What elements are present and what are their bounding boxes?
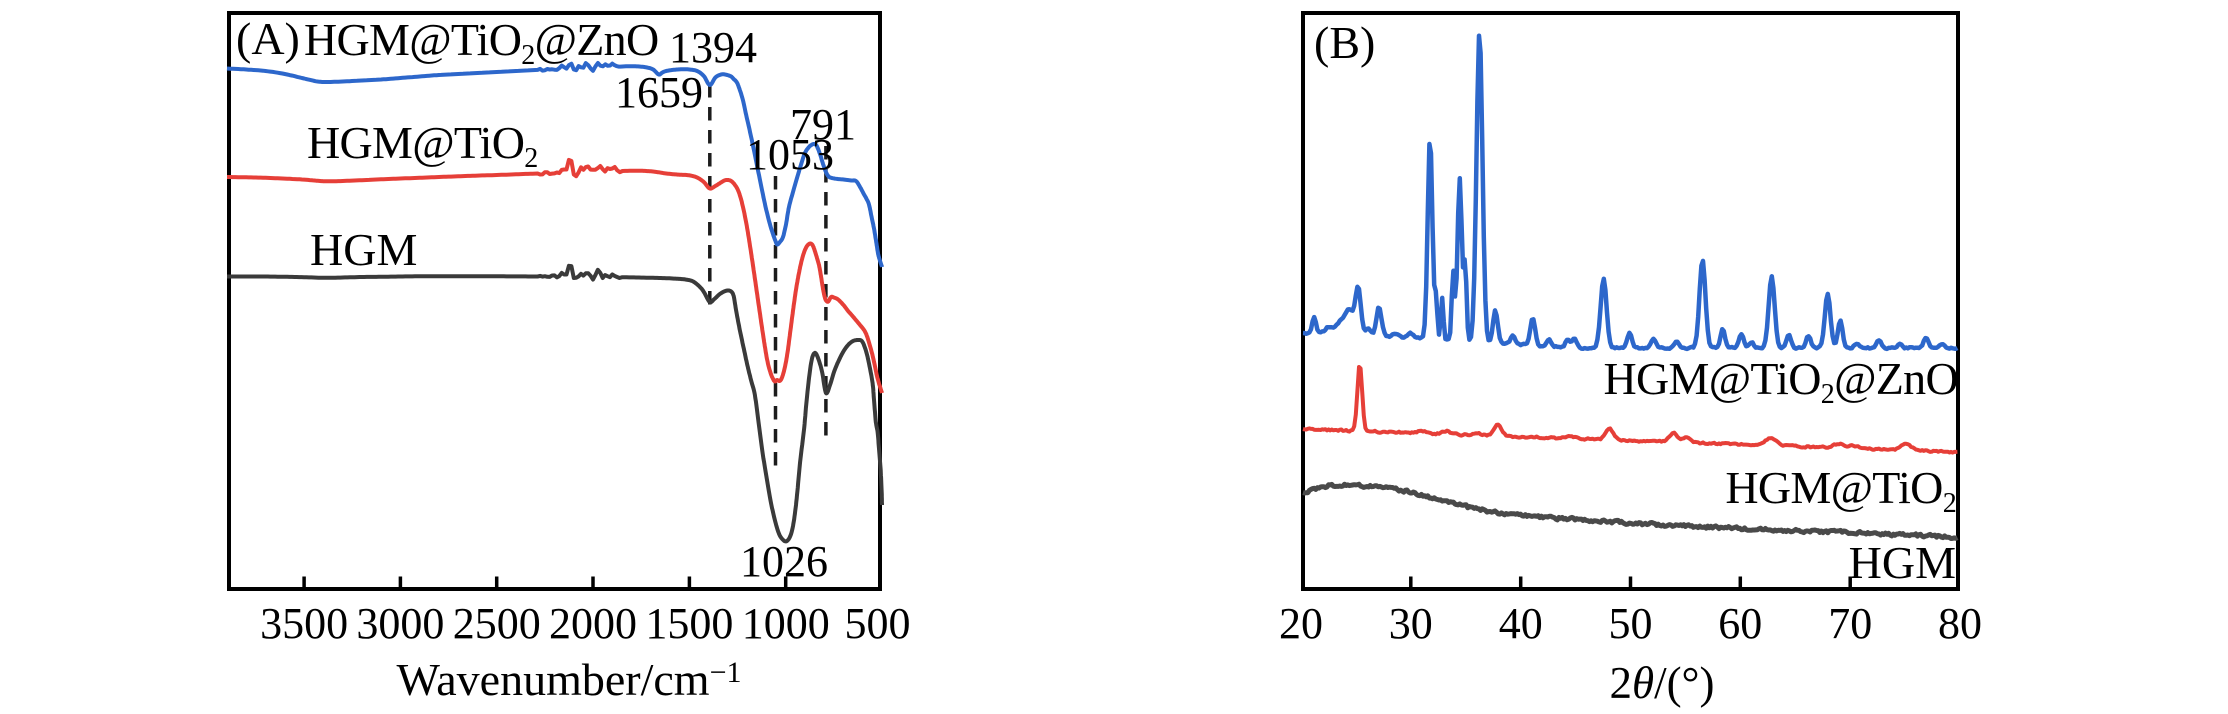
svg-text:3500: 3500 [260,599,348,648]
svg-text:HGM@TiO2: HGM@TiO2 [307,117,538,174]
svg-text:50: 50 [1609,599,1653,648]
svg-text:2500: 2500 [453,599,541,648]
svg-text:HGM: HGM [1849,537,1956,588]
svg-text:20: 20 [1279,599,1323,648]
svg-text:HGM@TiO2@ZnO: HGM@TiO2@ZnO [304,14,659,71]
svg-text:40: 40 [1499,599,1543,648]
svg-text:2000: 2000 [549,599,637,648]
svg-text:HGM@TiO2@ZnO: HGM@TiO2@ZnO [1604,353,1959,410]
svg-text:30: 30 [1389,599,1433,648]
svg-text:Wavenumber/cm−1: Wavenumber/cm−1 [397,654,742,705]
svg-text:1053: 1053 [746,130,834,179]
svg-text:3000: 3000 [356,599,444,648]
svg-text:1394: 1394 [669,23,757,72]
svg-text:HGM: HGM [310,224,417,275]
svg-text:1000: 1000 [742,599,830,648]
svg-text:2θ/(°): 2θ/(°) [1609,658,1714,708]
svg-text:791: 791 [790,100,856,149]
svg-text:1026: 1026 [740,537,828,586]
svg-text:70: 70 [1828,599,1872,648]
svg-text:500: 500 [845,599,911,648]
svg-text:80: 80 [1938,599,1982,648]
svg-text:HGM@TiO2: HGM@TiO2 [1725,462,1956,519]
svg-text:1500: 1500 [645,599,733,648]
svg-text:60: 60 [1718,599,1762,648]
svg-text:(A): (A) [236,13,300,64]
svg-text:(B): (B) [1314,17,1375,68]
svg-text:1659: 1659 [615,68,703,117]
